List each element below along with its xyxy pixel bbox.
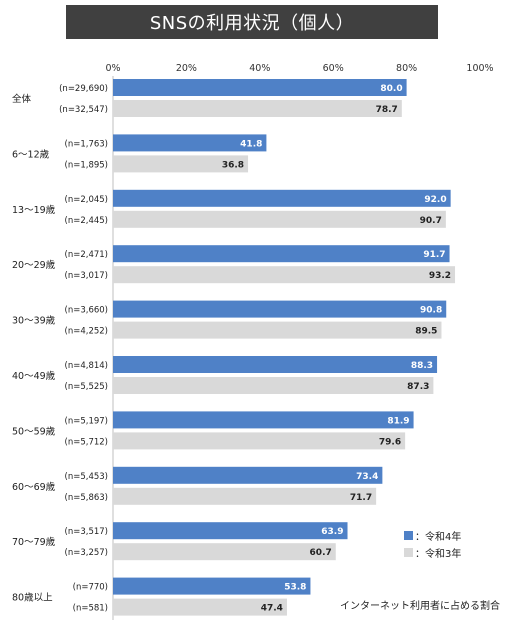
bar-r3 bbox=[113, 321, 442, 339]
bar-r4 bbox=[113, 356, 438, 373]
bar-r3 bbox=[113, 266, 456, 284]
bar-r3 bbox=[113, 155, 249, 173]
legend-swatch-r4 bbox=[404, 531, 413, 540]
bar-r4 bbox=[113, 522, 348, 540]
sample-size-label: (n=3,517) bbox=[65, 527, 108, 537]
legend-label-r3: ：令和3年 bbox=[415, 549, 462, 560]
sample-size-label: (n=3,257) bbox=[65, 548, 108, 558]
value-label: 78.7 bbox=[376, 105, 398, 115]
sample-size-label: (n=1,763) bbox=[65, 139, 108, 149]
value-label: 36.8 bbox=[222, 160, 244, 170]
bar-r3 bbox=[113, 487, 377, 505]
bar-r3 bbox=[113, 598, 287, 616]
sample-size-label: (n=2,045) bbox=[65, 195, 108, 205]
chart-title-text: SNSの利用状況（個人） bbox=[149, 13, 355, 34]
value-label: 90.8 bbox=[420, 306, 442, 316]
category-label: 13～19歳 bbox=[12, 204, 56, 216]
sample-size-label: (n=5,197) bbox=[65, 416, 108, 426]
sample-size-label: (n=770) bbox=[73, 583, 108, 593]
sample-size-label: (n=5,863) bbox=[65, 493, 108, 503]
sample-size-label: (n=3,660) bbox=[65, 306, 108, 316]
bar-r3 bbox=[113, 210, 446, 228]
value-label: 88.3 bbox=[411, 361, 433, 371]
bar-r3 bbox=[113, 432, 406, 450]
value-label: 63.9 bbox=[321, 527, 343, 537]
x-tick-label: 80% bbox=[396, 63, 417, 74]
value-label: 47.4 bbox=[261, 604, 283, 614]
sample-size-label: (n=3,017) bbox=[65, 271, 108, 281]
value-label: 80.0 bbox=[380, 84, 402, 94]
category-label: 20～29歳 bbox=[12, 259, 56, 271]
sample-size-label: (n=5,453) bbox=[65, 472, 108, 482]
x-tick-label: 60% bbox=[323, 63, 344, 74]
bar-r4 bbox=[113, 577, 311, 595]
chart-note: インターネット利用者に占める割合 bbox=[340, 601, 500, 612]
sample-size-label: (n=32,547) bbox=[59, 105, 108, 115]
bar-r4 bbox=[113, 134, 267, 152]
legend: ：令和4年 ：令和3年 bbox=[404, 527, 461, 561]
bar-r4 bbox=[113, 79, 407, 96]
value-label: 87.3 bbox=[407, 382, 429, 392]
x-tick-label: 20% bbox=[176, 63, 197, 74]
x-tick-label: 40% bbox=[249, 63, 270, 74]
bar-r3 bbox=[113, 377, 434, 394]
bar-r4 bbox=[113, 411, 414, 429]
value-label: 53.8 bbox=[284, 583, 306, 593]
x-tick-label: 0% bbox=[105, 63, 120, 74]
category-label: 50～59歳 bbox=[12, 425, 56, 437]
value-label: 90.7 bbox=[420, 216, 442, 226]
sample-size-label: (n=1,895) bbox=[65, 160, 108, 170]
category-label: 30～39歳 bbox=[12, 315, 56, 327]
category-label: 60～69歳 bbox=[12, 481, 56, 493]
legend-item-r3: ：令和3年 bbox=[404, 544, 461, 561]
value-label: 60.7 bbox=[310, 548, 332, 558]
value-label: 93.2 bbox=[429, 271, 451, 281]
value-label: 91.7 bbox=[423, 250, 445, 260]
x-tick-label: 100% bbox=[466, 63, 493, 74]
sample-size-label: (n=5,712) bbox=[65, 437, 108, 447]
bar-r3 bbox=[113, 543, 336, 561]
sample-size-label: (n=581) bbox=[73, 604, 108, 614]
category-label: 40～49歳 bbox=[12, 370, 56, 382]
sample-size-label: (n=29,690) bbox=[59, 84, 108, 94]
category-label: 6～12歳 bbox=[12, 148, 50, 160]
legend-label-r4: ：令和4年 bbox=[415, 532, 462, 543]
category-label: 80歳以上 bbox=[12, 592, 53, 604]
value-label: 71.7 bbox=[350, 493, 372, 503]
value-label: 41.8 bbox=[240, 139, 262, 149]
category-label: 70～79歳 bbox=[12, 536, 56, 548]
sample-size-label: (n=4,252) bbox=[65, 327, 108, 337]
value-label: 89.5 bbox=[415, 327, 437, 337]
legend-item-r4: ：令和4年 bbox=[404, 527, 461, 544]
bar-r4 bbox=[113, 245, 450, 263]
bar-r4 bbox=[113, 300, 447, 318]
bar-r3 bbox=[113, 100, 402, 117]
sample-size-label: (n=2,471) bbox=[65, 250, 108, 260]
sample-size-label: (n=5,525) bbox=[65, 382, 108, 392]
value-label: 79.6 bbox=[379, 437, 401, 447]
value-label: 81.9 bbox=[387, 416, 409, 426]
chart-title: SNSの利用状況（個人） bbox=[66, 5, 438, 39]
bar-r4 bbox=[113, 189, 451, 207]
bar-r4 bbox=[113, 466, 383, 484]
category-label: 全体 bbox=[12, 93, 32, 105]
sample-size-label: (n=4,814) bbox=[65, 361, 108, 371]
value-label: 92.0 bbox=[424, 195, 446, 205]
sample-size-label: (n=2,445) bbox=[65, 216, 108, 226]
value-label: 73.4 bbox=[356, 472, 378, 482]
legend-swatch-r3 bbox=[404, 548, 413, 557]
